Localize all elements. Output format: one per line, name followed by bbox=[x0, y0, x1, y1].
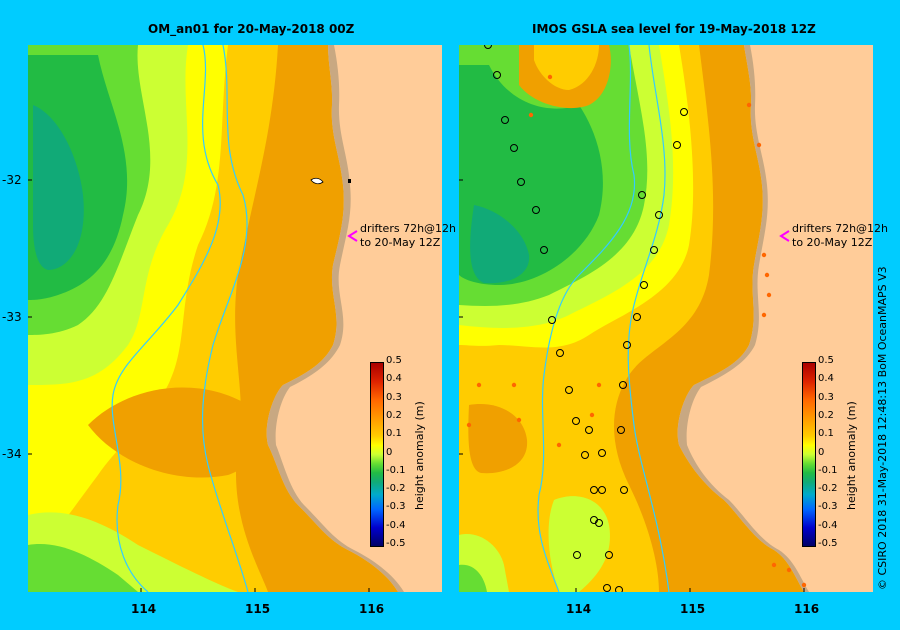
colorbar-tick-label: 0.2 bbox=[818, 409, 834, 421]
right-map-svg bbox=[459, 45, 873, 592]
left-map bbox=[28, 45, 442, 592]
right-map bbox=[459, 45, 873, 592]
colorbar-tick-label: -0.2 bbox=[818, 483, 838, 495]
colorbar-tick-label: -0.3 bbox=[818, 501, 838, 513]
colorbar-tick-label: 0.5 bbox=[386, 355, 402, 366]
colorbar-tick-label: 0 bbox=[818, 446, 825, 458]
colorbar-tick-label: 0.1 bbox=[818, 428, 834, 440]
drifter-note-line1: drifters 72h@12h bbox=[792, 222, 889, 235]
colorbar-tick-label: -0.4 bbox=[386, 519, 406, 531]
lon-label: 116 bbox=[794, 602, 820, 616]
colorbar-tick-label: 0.2 bbox=[386, 409, 402, 421]
drifter-note-line1: drifters 72h@12h bbox=[360, 222, 457, 235]
colorbar-tick-label: 0.1 bbox=[386, 428, 402, 440]
lon-label: 115 bbox=[680, 602, 706, 616]
colorbar-tick-label: -0.5 bbox=[386, 538, 406, 549]
colorbar-tick-label: 0 bbox=[386, 446, 393, 458]
colorbar-tick-label: 0.4 bbox=[386, 373, 402, 385]
drifter-arrow-icon bbox=[779, 230, 790, 242]
colorbar-tick-label: -0.1 bbox=[818, 464, 838, 476]
colorbar-tick-label: -0.2 bbox=[386, 483, 406, 495]
colorbar-label: height anomaly (m) bbox=[845, 401, 858, 510]
colorbar-tick-label: 0.5 bbox=[818, 355, 834, 366]
colorbar-label: height anomaly (m) bbox=[413, 401, 426, 510]
drifter-arrow-icon bbox=[347, 230, 358, 242]
lat-label: -32 bbox=[2, 173, 22, 187]
lat-label: -33 bbox=[2, 310, 22, 324]
left-panel-title: OM_an01 for 20-May-2018 00Z bbox=[148, 22, 355, 36]
drifter-note-line2: to 20-May 12Z bbox=[360, 236, 441, 249]
colorbar-tick-label: 0.4 bbox=[818, 373, 834, 385]
drifter-note-line2: to 20-May 12Z bbox=[792, 236, 873, 249]
lon-label: 115 bbox=[245, 602, 271, 616]
colorbar-right bbox=[802, 362, 816, 547]
right-panel-title: IMOS GSLA sea level for 19-May-2018 12Z bbox=[532, 22, 816, 36]
lon-label: 116 bbox=[359, 602, 385, 616]
colorbar-left bbox=[370, 362, 384, 547]
colorbar-tick-label: -0.4 bbox=[818, 519, 838, 531]
colorbar-tick-label: 0.3 bbox=[386, 391, 402, 403]
credit-text: © CSIRO 2018 31-May-2018 12:48:13 BoM Oc… bbox=[876, 266, 889, 590]
lon-label: 114 bbox=[566, 602, 592, 616]
colorbar-tick-label: 0.3 bbox=[818, 391, 834, 403]
colorbar-tick-label: -0.1 bbox=[386, 464, 406, 476]
left-map-svg bbox=[28, 45, 442, 592]
colorbar-tick-label: -0.5 bbox=[818, 538, 838, 549]
lat-label: -34 bbox=[2, 447, 22, 461]
colorbar-tick-label: -0.3 bbox=[386, 501, 406, 513]
lon-label: 114 bbox=[131, 602, 157, 616]
